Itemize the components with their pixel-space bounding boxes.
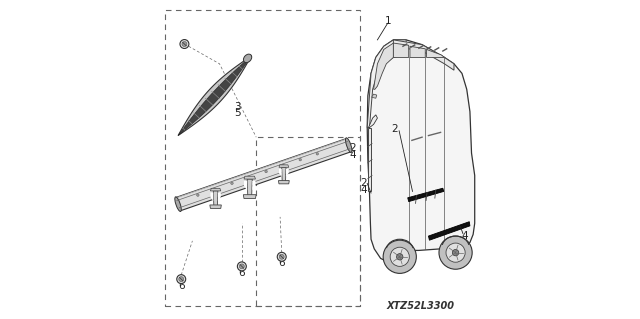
Text: 2: 2 [349,143,356,153]
Text: 6: 6 [239,268,245,278]
Text: 6: 6 [178,280,184,291]
Polygon shape [426,49,444,57]
Polygon shape [368,128,371,191]
Circle shape [282,164,284,167]
Text: 2: 2 [360,178,367,189]
Circle shape [390,247,410,266]
Polygon shape [278,181,289,184]
Text: 5: 5 [234,108,241,118]
Circle shape [182,41,187,47]
Circle shape [196,194,199,197]
Circle shape [179,277,184,282]
Text: 4: 4 [349,150,356,160]
Text: 1: 1 [385,16,392,26]
Bar [165,10,360,306]
Polygon shape [176,138,347,198]
Polygon shape [252,181,255,190]
Circle shape [316,152,319,155]
Polygon shape [243,195,256,198]
Circle shape [439,236,472,269]
Polygon shape [279,169,282,177]
Polygon shape [286,169,289,177]
Polygon shape [279,165,289,167]
Polygon shape [210,205,221,208]
Text: 4: 4 [462,231,468,241]
Polygon shape [408,188,444,202]
Ellipse shape [346,138,352,152]
Text: 6: 6 [278,258,285,268]
Circle shape [277,252,286,261]
Polygon shape [211,193,213,201]
Polygon shape [369,115,378,128]
Polygon shape [372,94,377,98]
Circle shape [180,40,189,48]
Polygon shape [410,46,425,57]
Text: 3: 3 [234,102,241,112]
Polygon shape [176,138,351,211]
Circle shape [214,188,216,190]
Circle shape [265,170,268,173]
Circle shape [239,264,244,269]
Polygon shape [394,43,409,57]
Polygon shape [428,222,470,240]
Circle shape [279,254,284,259]
Polygon shape [178,56,252,136]
Circle shape [177,275,186,284]
Text: XTZ52L3300: XTZ52L3300 [387,300,454,311]
Polygon shape [244,176,255,179]
Circle shape [237,262,246,271]
Bar [256,137,360,306]
Circle shape [299,159,301,161]
Polygon shape [367,40,406,128]
Circle shape [397,254,403,260]
Circle shape [452,249,459,256]
Polygon shape [367,40,475,263]
Polygon shape [282,167,286,182]
Text: 4: 4 [360,185,367,195]
Circle shape [248,176,250,179]
Circle shape [230,182,233,185]
Ellipse shape [175,197,181,211]
Text: 2: 2 [392,124,398,134]
Polygon shape [374,43,394,89]
Polygon shape [213,191,218,207]
Polygon shape [247,179,252,197]
Ellipse shape [243,54,252,63]
Polygon shape [244,181,247,190]
Polygon shape [211,188,221,191]
Polygon shape [394,40,454,70]
Circle shape [446,243,465,262]
Polygon shape [218,193,221,201]
Circle shape [383,240,417,273]
Polygon shape [178,56,252,136]
